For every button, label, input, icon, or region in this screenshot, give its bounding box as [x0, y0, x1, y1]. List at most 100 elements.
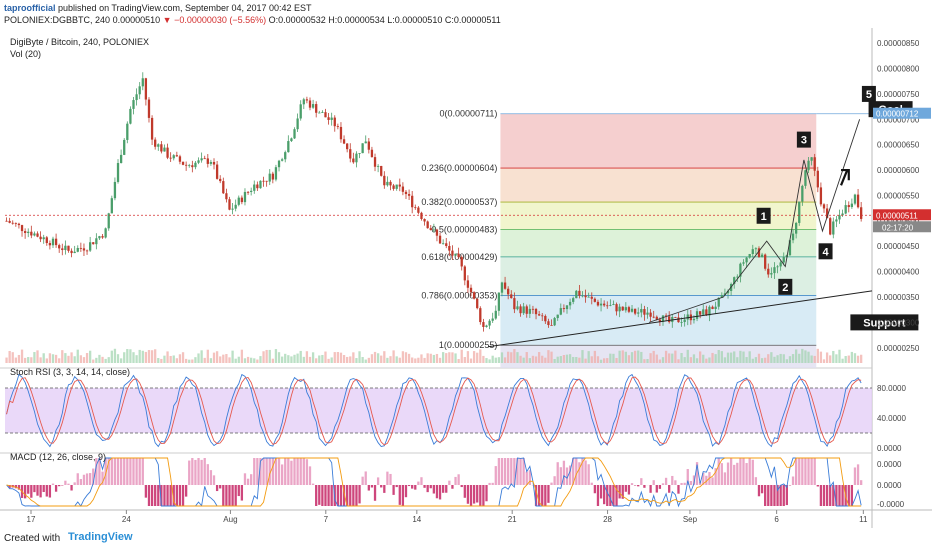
macd-histogram-bar — [491, 482, 494, 485]
macd-histogram-bar — [154, 485, 157, 506]
volume-bar — [290, 356, 293, 363]
macd-histogram-bar — [116, 458, 120, 485]
candle-body — [426, 221, 429, 229]
volume-bar — [640, 351, 643, 363]
macd-histogram-bar — [466, 485, 470, 504]
macd-histogram-bar — [587, 464, 590, 485]
price-tick-label: 0.00000300 — [877, 318, 920, 327]
macd-histogram-bar — [751, 459, 754, 485]
candle-body — [147, 99, 151, 118]
candle-body — [578, 290, 581, 296]
macd-histogram-bar — [311, 483, 315, 485]
macd-histogram-bar — [181, 485, 185, 506]
price-chart[interactable]: 0(0.00000711) 0.236(0.00000604) 0.382(0.00… — [0, 28, 932, 528]
macd-histogram-bar — [110, 458, 113, 485]
candle-body — [723, 293, 727, 296]
candle-body — [160, 144, 163, 152]
candle-body — [225, 193, 228, 200]
macd-histogram-bar — [807, 458, 810, 485]
candle-body — [296, 118, 299, 130]
candle-body — [683, 319, 686, 323]
candle-body — [708, 306, 711, 316]
volume-bar — [256, 359, 259, 363]
macd-histogram-bar — [423, 485, 426, 488]
candle-body — [370, 149, 374, 158]
volume-bar — [463, 357, 466, 363]
volume-bar — [674, 350, 677, 363]
macd-histogram-bar — [144, 485, 148, 498]
macd-histogram-bar — [748, 458, 751, 485]
candle-body — [488, 320, 491, 326]
macd-histogram-bar — [119, 458, 123, 485]
macd-histogram-bar — [30, 485, 33, 498]
candle-body — [271, 173, 274, 180]
volume-bar — [352, 352, 355, 363]
volume-bar — [457, 359, 460, 363]
volume-bar — [42, 353, 45, 363]
candle-body — [51, 238, 55, 246]
macd-tick-label: 0.0000 — [877, 460, 902, 469]
macd-histogram-bar — [222, 485, 225, 506]
macd-histogram-bar — [36, 485, 39, 496]
macd-histogram-bar — [668, 485, 671, 493]
macd-histogram-bar — [841, 485, 844, 506]
candle-body — [364, 141, 367, 144]
volume-bar — [841, 358, 844, 363]
volume-bar — [596, 356, 600, 363]
macd-histogram-bar — [243, 473, 247, 485]
macd-histogram-bar — [364, 471, 367, 485]
candle-body — [664, 315, 668, 317]
candle-body — [463, 266, 466, 281]
volume-bar — [240, 349, 244, 363]
macd-histogram-bar — [776, 485, 779, 506]
macd-histogram-bar — [556, 462, 559, 485]
macd-histogram-bar — [76, 473, 79, 485]
candle-body — [101, 236, 104, 238]
macd-histogram-bar — [736, 462, 739, 485]
macd-histogram-bar — [643, 485, 646, 488]
candle-body — [349, 149, 352, 159]
candle-body — [268, 173, 271, 182]
candle-body — [401, 186, 405, 192]
candle-body — [757, 248, 761, 257]
macd-histogram-bar — [733, 464, 736, 485]
candle-body — [606, 305, 609, 307]
macd-histogram-bar — [392, 485, 395, 495]
volume-bar — [764, 357, 767, 363]
candle-body — [457, 253, 460, 258]
volume-bar — [296, 353, 299, 363]
rsi-pane-title: Stoch RSI (3, 3, 14, 14, close) — [10, 367, 130, 377]
up-arrow-icon — [840, 168, 850, 186]
macd-histogram-bar — [754, 477, 758, 485]
candle-body — [838, 215, 841, 220]
candle-body — [305, 99, 309, 101]
volume-bar — [726, 352, 730, 363]
candle-body — [445, 243, 448, 246]
macd-histogram-bar — [782, 485, 785, 506]
macd-histogram-bar — [42, 485, 45, 493]
volume-bar — [389, 356, 392, 363]
volume-bar — [178, 354, 182, 363]
candle-body — [612, 304, 615, 305]
volume-bar — [531, 355, 535, 363]
volume-bar — [92, 359, 95, 363]
macd-histogram-bar — [194, 459, 197, 485]
macd-histogram-bar — [246, 478, 250, 485]
macd-histogram-bar — [361, 476, 364, 485]
candle-body — [197, 160, 200, 163]
candle-body — [593, 298, 597, 302]
volume-bar — [79, 355, 83, 363]
time-tick-label: 14 — [412, 515, 421, 524]
volume-bar — [342, 355, 346, 363]
macd-histogram-bar — [107, 458, 110, 485]
candle-body — [181, 161, 185, 165]
macd-histogram-bar — [358, 485, 361, 504]
volume-bar — [110, 350, 113, 363]
macd-histogram-bar — [649, 485, 652, 493]
macd-histogram-bar — [355, 485, 358, 506]
volume-bar — [516, 352, 519, 363]
volume-bar — [643, 359, 646, 363]
candle-body — [284, 152, 287, 160]
author-link[interactable]: taproofficial — [4, 3, 56, 13]
tradingview-logo[interactable]: TradingView — [68, 531, 133, 543]
